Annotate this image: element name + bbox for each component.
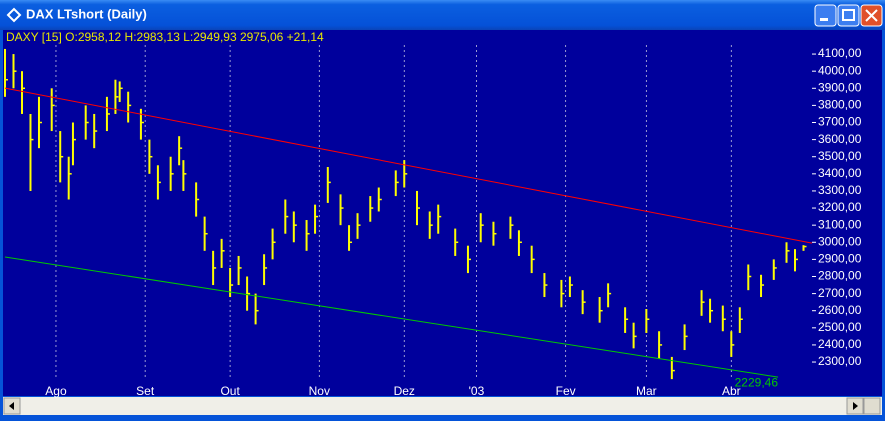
y-tick-label: 2800,00 xyxy=(818,269,862,283)
y-tick-label: 4000,00 xyxy=(818,63,862,77)
x-tick-label: Abr xyxy=(722,384,741,398)
x-tick-label: Set xyxy=(136,384,155,398)
y-tick-label: 2700,00 xyxy=(818,286,862,300)
y-tick-label: 2300,00 xyxy=(818,354,862,368)
maximize-button[interactable] xyxy=(837,4,860,27)
y-tick-label: 3000,00 xyxy=(818,234,862,248)
y-tick-label: 4100,00 xyxy=(818,46,862,60)
scrollbar[interactable] xyxy=(3,397,882,415)
x-tick-label: Mar xyxy=(636,384,657,398)
minimize-button[interactable] xyxy=(814,4,837,27)
chart-area xyxy=(3,30,882,396)
x-tick-label: Fev xyxy=(556,384,576,398)
y-tick-label: 2500,00 xyxy=(818,320,862,334)
window-title: DAX LTshort (Daily) xyxy=(26,6,147,21)
y-tick-label: 2600,00 xyxy=(818,303,862,317)
y-tick-label: 2900,00 xyxy=(818,252,862,266)
x-tick-label: Nov xyxy=(309,384,330,398)
trendline xyxy=(4,87,813,244)
x-tick-label: Ago xyxy=(45,384,67,398)
y-tick-label: 3800,00 xyxy=(818,98,862,112)
y-tick-label: 3100,00 xyxy=(818,217,862,231)
x-tick-label: Dez xyxy=(394,384,415,398)
chart-header: DAXY [15] O:2958,12 H:2983,13 L:2949,93 … xyxy=(6,30,324,44)
app-icon xyxy=(6,7,22,23)
y-tick-label: 3900,00 xyxy=(818,80,862,94)
y-tick-label: 3600,00 xyxy=(818,132,862,146)
close-button[interactable] xyxy=(860,4,883,27)
x-tick-label: '03 xyxy=(469,384,485,398)
y-tick-label: 3300,00 xyxy=(818,183,862,197)
x-tick-label: Out xyxy=(220,384,240,398)
y-tick-label: 3500,00 xyxy=(818,149,862,163)
y-tick-label: 3400,00 xyxy=(818,166,862,180)
y-tick-label: 3200,00 xyxy=(818,200,862,214)
y-tick-label: 3700,00 xyxy=(818,115,862,129)
title-bar xyxy=(0,0,885,30)
trendline-label: 2229,46 xyxy=(735,375,779,389)
y-tick-label: 2400,00 xyxy=(818,337,862,351)
trendline xyxy=(4,256,779,378)
